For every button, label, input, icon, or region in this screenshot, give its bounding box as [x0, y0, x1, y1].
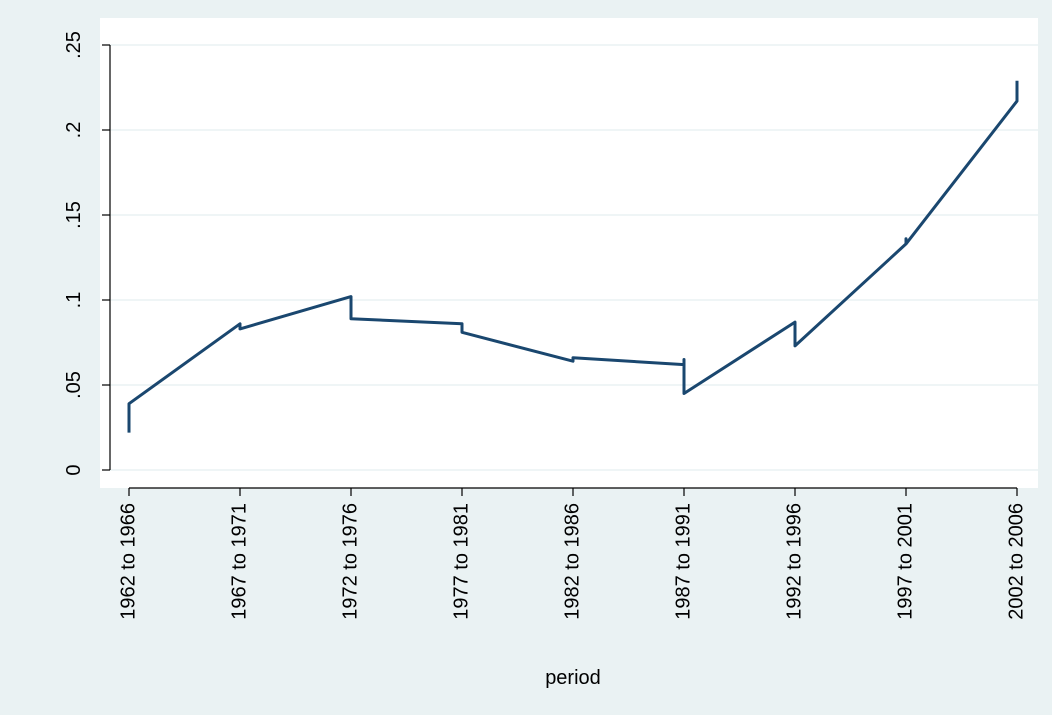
x-tick-label: 1977 to 1981 — [450, 503, 472, 620]
x-tick-label: 1972 to 1976 — [339, 503, 361, 620]
y-tick-label: .05 — [63, 371, 85, 399]
y-tick-label: .1 — [63, 292, 85, 309]
y-tick-label: .15 — [63, 201, 85, 229]
x-tick-label: 1997 to 2001 — [894, 503, 916, 620]
x-tick-label: 1982 to 1986 — [561, 503, 583, 620]
y-tick-label: 0 — [63, 464, 85, 475]
x-axis-title: period — [545, 667, 601, 689]
x-tick-label: 1987 to 1991 — [672, 503, 694, 620]
x-tick-label: 1992 to 1996 — [783, 503, 805, 620]
x-tick-label: 2002 to 2006 — [1005, 503, 1027, 620]
y-tick-label: .2 — [63, 122, 85, 139]
x-tick-label: 1962 to 1966 — [117, 503, 139, 620]
x-tick-label: 1967 to 1971 — [228, 503, 250, 620]
y-tick-label: .25 — [63, 31, 85, 59]
